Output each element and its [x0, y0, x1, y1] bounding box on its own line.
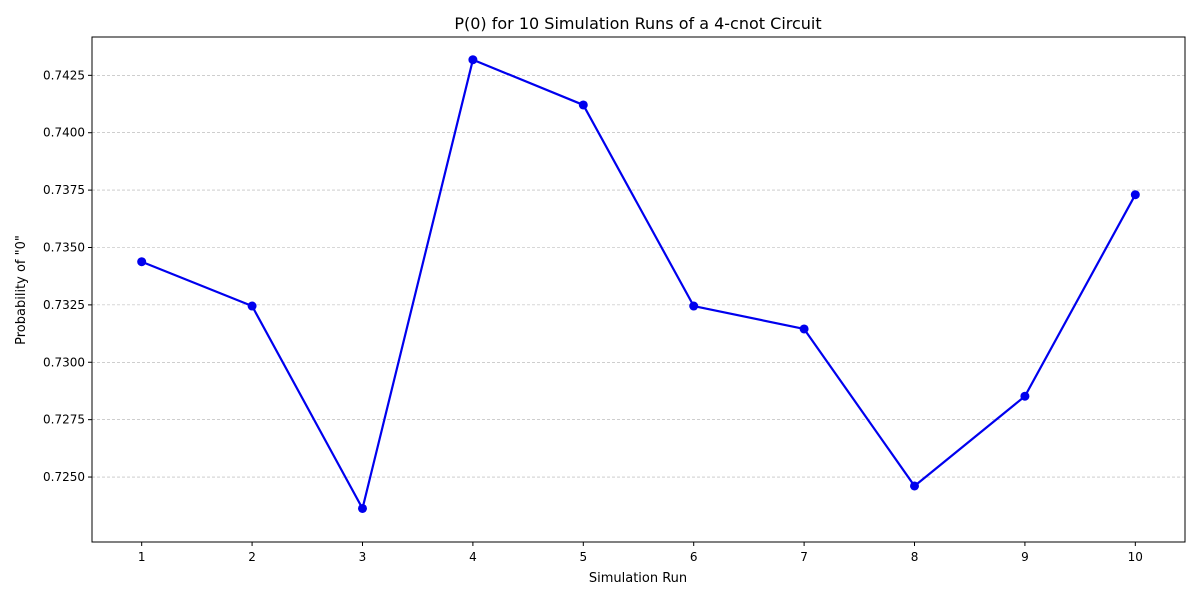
x-tick-label: 8	[911, 550, 919, 564]
y-tick-label: 0.7250	[43, 470, 85, 484]
data-point	[468, 55, 478, 65]
chart-title: P(0) for 10 Simulation Runs of a 4-cnot …	[454, 14, 821, 33]
y-tick-label: 0.7425	[43, 68, 85, 82]
data-points	[137, 55, 1140, 513]
data-point	[799, 324, 809, 334]
x-tick-label: 4	[469, 550, 477, 564]
data-point	[1020, 391, 1030, 401]
y-tick-label: 0.7350	[43, 240, 85, 254]
data-point	[689, 301, 699, 311]
y-tick-label: 0.7325	[43, 298, 85, 312]
x-tick-label: 7	[800, 550, 808, 564]
y-tick-label: 0.7300	[43, 355, 85, 369]
data-point	[1130, 190, 1140, 200]
x-tick-label: 2	[248, 550, 256, 564]
x-axis-ticks: 1 2 3 4 5 6 7 8 9 10	[138, 542, 1143, 564]
data-point	[247, 301, 257, 311]
grid-lines	[92, 75, 1185, 478]
x-tick-label: 9	[1021, 550, 1029, 564]
x-axis-label: Simulation Run	[589, 571, 687, 586]
y-tick-label: 0.7400	[43, 126, 85, 140]
x-tick-label: 3	[359, 550, 367, 564]
x-tick-label: 10	[1128, 550, 1143, 564]
x-tick-label: 6	[690, 550, 698, 564]
y-tick-label: 0.7275	[43, 413, 85, 427]
x-tick-label: 1	[138, 550, 146, 564]
data-point	[137, 257, 147, 267]
data-point	[578, 100, 588, 110]
data-point	[357, 503, 367, 513]
y-tick-label: 0.7375	[43, 183, 85, 197]
y-axis-ticks: 0.7250 0.7275 0.7300 0.7325 0.7350 0.7375 0.74…	[43, 68, 92, 484]
data-point	[910, 481, 920, 491]
series-line	[141, 58, 1137, 510]
x-tick-label: 5	[579, 550, 587, 564]
y-axis-label: Probability of "0"	[14, 235, 29, 345]
plot-frame	[91, 36, 1186, 543]
